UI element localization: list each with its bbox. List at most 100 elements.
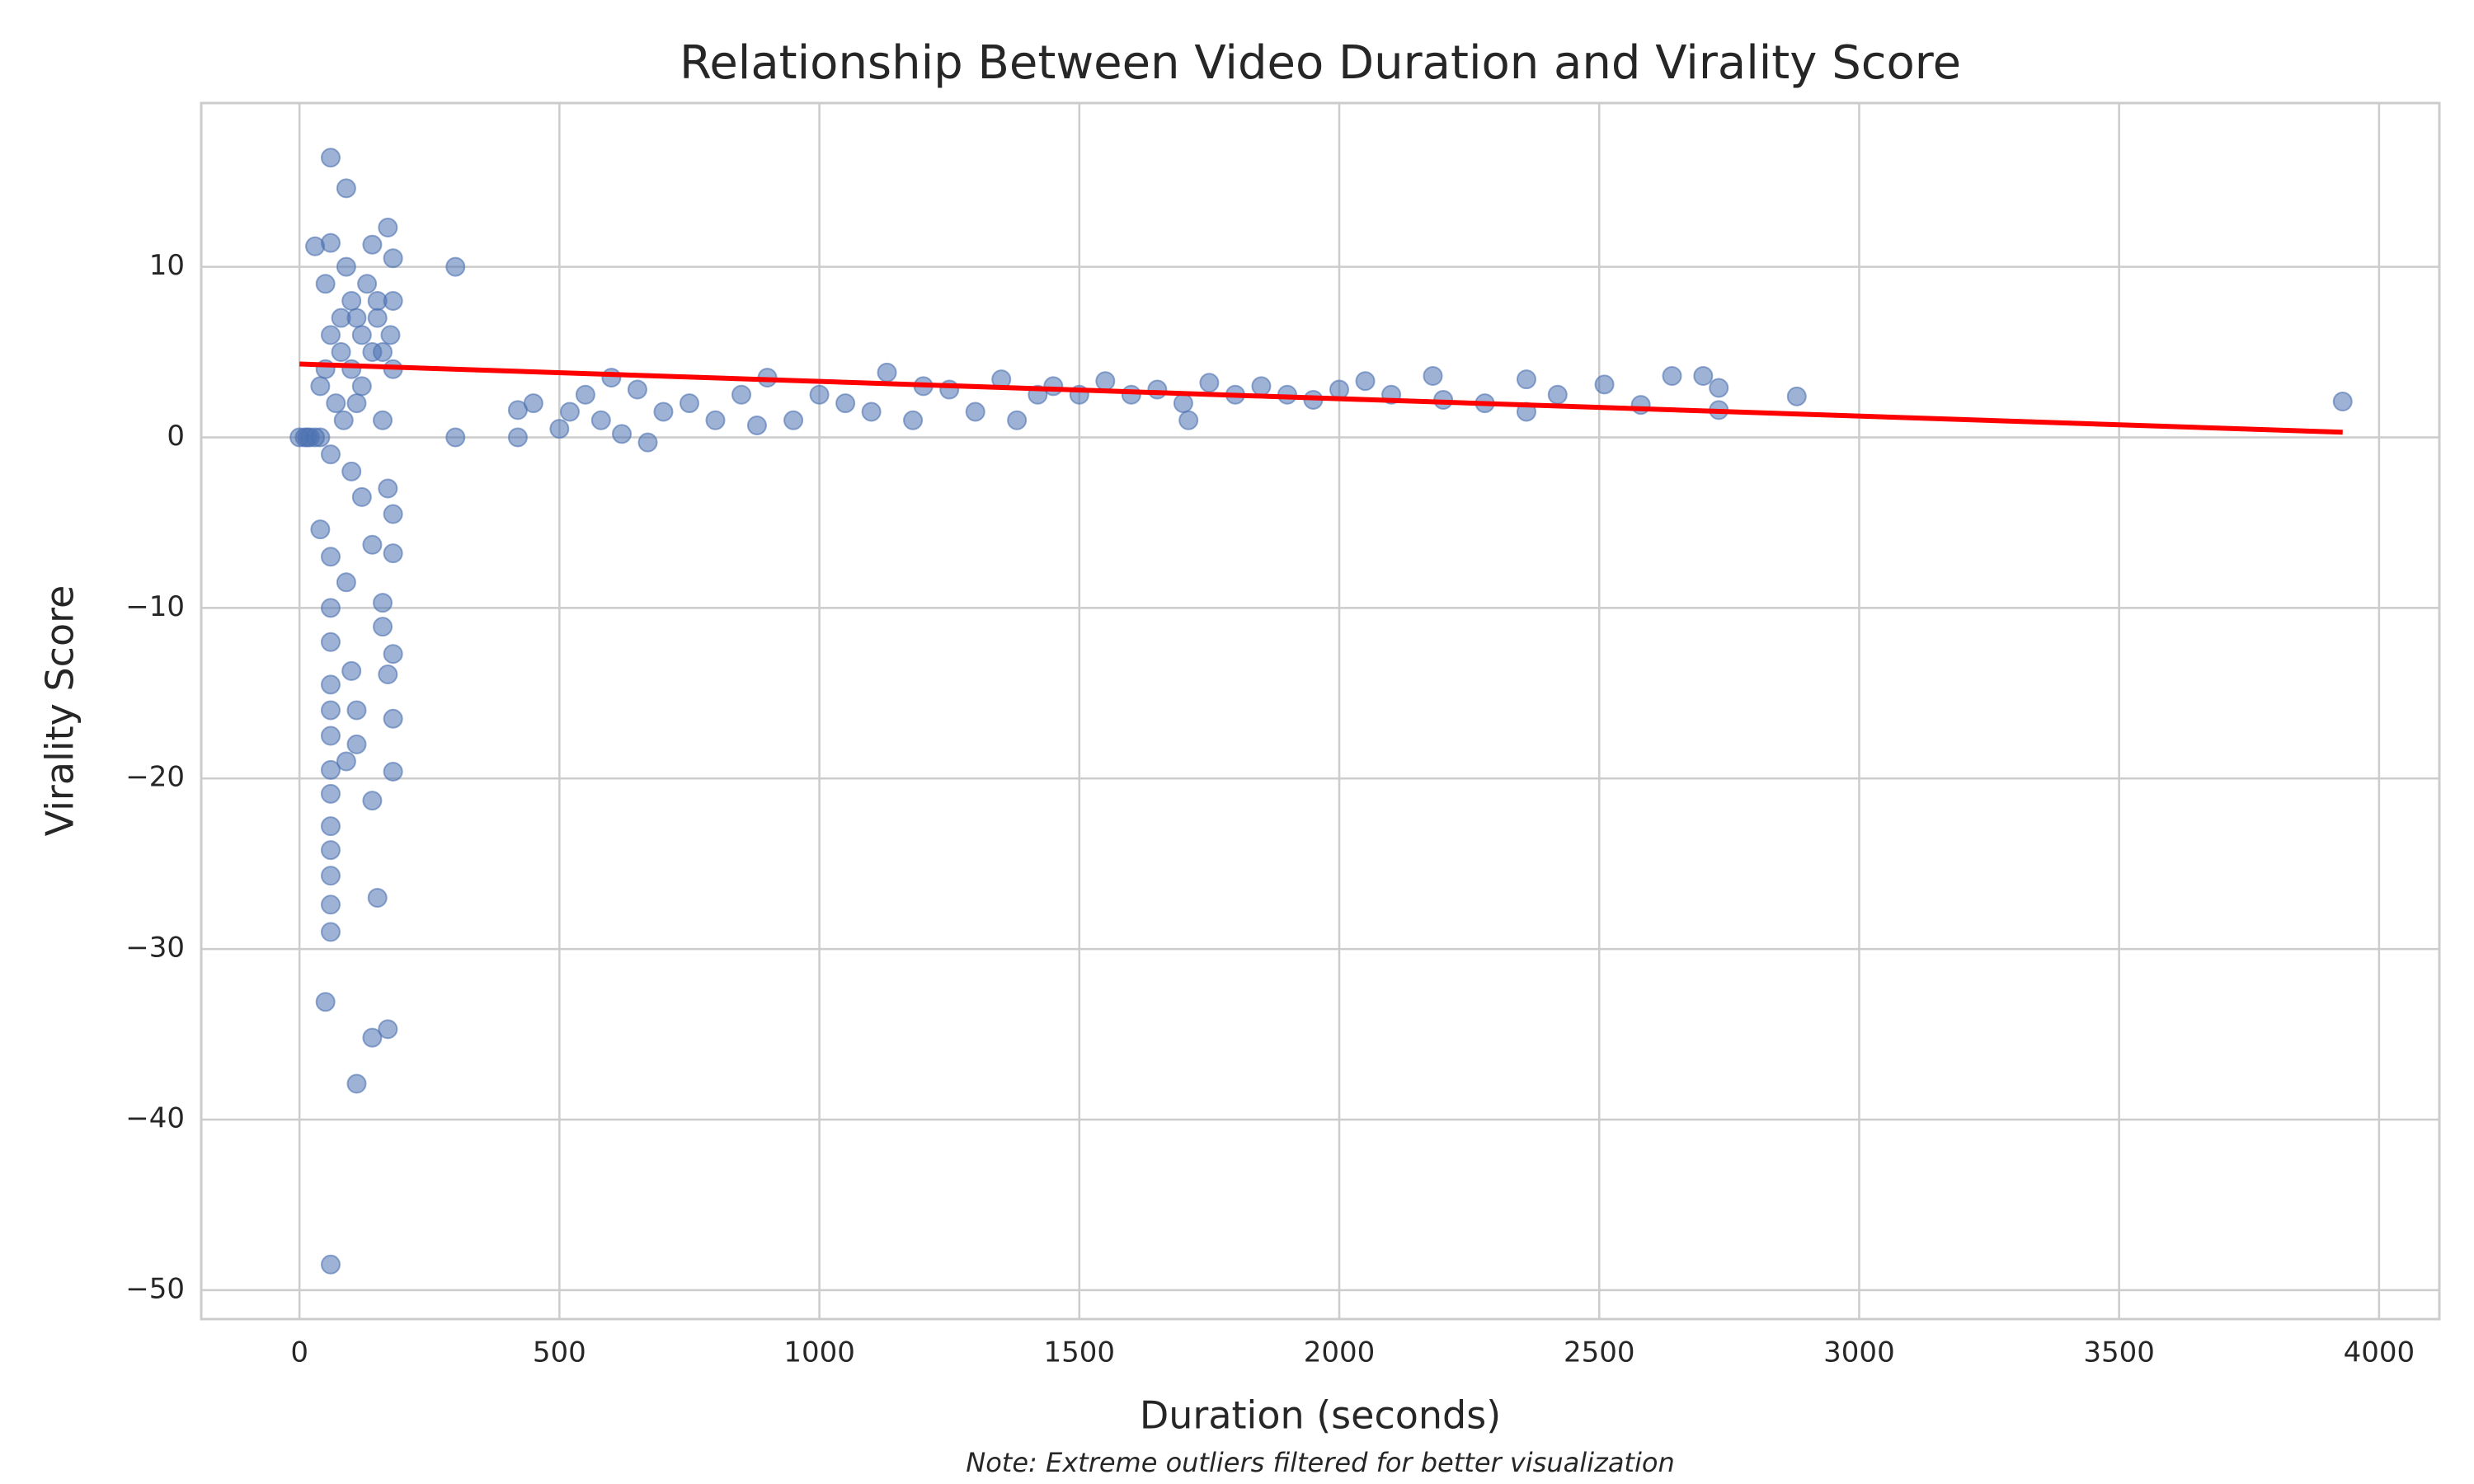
point: [601, 368, 622, 388]
point: [320, 759, 341, 780]
point: [1423, 365, 1443, 386]
point: [835, 393, 856, 414]
point: [351, 376, 372, 397]
y-tick-label: −50: [125, 1272, 185, 1305]
point: [1516, 369, 1536, 390]
x-tick-label: 3500: [2083, 1336, 2155, 1369]
point: [1594, 374, 1615, 395]
point: [1121, 384, 1141, 405]
point: [903, 410, 924, 430]
point: [783, 410, 804, 430]
point: [346, 700, 367, 721]
point: [315, 992, 336, 1012]
point: [1178, 410, 1199, 430]
point: [653, 402, 674, 422]
point: [378, 218, 398, 238]
y-tick-label: −20: [125, 761, 185, 794]
point: [320, 922, 341, 942]
plot-frame: [200, 101, 2441, 1321]
point: [575, 384, 595, 405]
point: [326, 393, 346, 414]
point: [315, 274, 336, 294]
chart-title: Relationship Between Video Duration and …: [680, 36, 1961, 90]
point: [320, 1254, 341, 1275]
point: [965, 402, 985, 422]
point: [320, 816, 341, 837]
point: [1043, 376, 1064, 397]
point: [336, 572, 356, 593]
note: Note: Extreme outliers filtered for bett…: [966, 1447, 1674, 1478]
point: [378, 665, 398, 685]
point: [373, 593, 393, 613]
point: [362, 1027, 383, 1048]
point: [2332, 392, 2353, 412]
y-tick-label: −10: [125, 590, 185, 623]
point: [341, 461, 362, 481]
point: [320, 325, 341, 345]
point: [705, 410, 726, 430]
point: [679, 393, 699, 414]
point: [341, 660, 362, 681]
x-tick-label: 500: [533, 1336, 586, 1369]
point: [383, 761, 403, 782]
point: [367, 888, 388, 909]
x-tick-label: 1000: [783, 1336, 855, 1369]
x-tick-label: 4000: [2344, 1336, 2415, 1369]
point: [1709, 378, 1729, 398]
y-tick-label: 0: [167, 420, 185, 453]
point: [310, 376, 331, 397]
point: [1693, 365, 1714, 386]
point: [320, 232, 341, 253]
x-tick-label: 2500: [1564, 1336, 1635, 1369]
point: [320, 444, 341, 465]
point: [351, 325, 372, 345]
point: [331, 342, 351, 363]
point: [378, 478, 398, 499]
point: [1547, 384, 1568, 405]
point: [637, 432, 658, 453]
point: [373, 617, 393, 637]
trend-line: [299, 361, 2343, 435]
point: [362, 791, 383, 811]
point: [383, 543, 403, 564]
point: [383, 644, 403, 665]
x-tick-label: 3000: [1823, 1336, 1895, 1369]
point: [320, 598, 341, 618]
point: [877, 362, 897, 383]
y-tick-label: −40: [125, 1101, 185, 1134]
point: [320, 547, 341, 567]
point: [1329, 379, 1350, 400]
point: [1147, 379, 1168, 400]
point: [320, 148, 341, 168]
x-axis-label: Duration (seconds): [1140, 1393, 1501, 1438]
point: [362, 342, 383, 363]
point: [362, 534, 383, 555]
point: [1173, 393, 1193, 414]
point: [445, 256, 466, 277]
point: [297, 427, 317, 448]
point: [746, 415, 767, 435]
point: [627, 379, 647, 400]
point: [1199, 373, 1220, 393]
x-tick-label: 2000: [1304, 1336, 1376, 1369]
point: [373, 410, 393, 430]
point: [378, 1019, 398, 1040]
point: [445, 427, 466, 448]
y-axis-label: Virality Score: [38, 585, 82, 837]
point: [549, 419, 570, 439]
point: [310, 519, 331, 540]
point: [367, 290, 388, 311]
point: [346, 393, 367, 414]
point: [336, 178, 356, 199]
y-tick-label: 10: [149, 249, 185, 282]
point: [341, 359, 362, 379]
point: [346, 1073, 367, 1094]
point: [346, 308, 367, 328]
point: [1786, 386, 1807, 406]
point: [320, 783, 341, 804]
point: [383, 248, 403, 269]
point: [320, 674, 341, 695]
point: [731, 384, 752, 405]
point: [320, 726, 341, 746]
